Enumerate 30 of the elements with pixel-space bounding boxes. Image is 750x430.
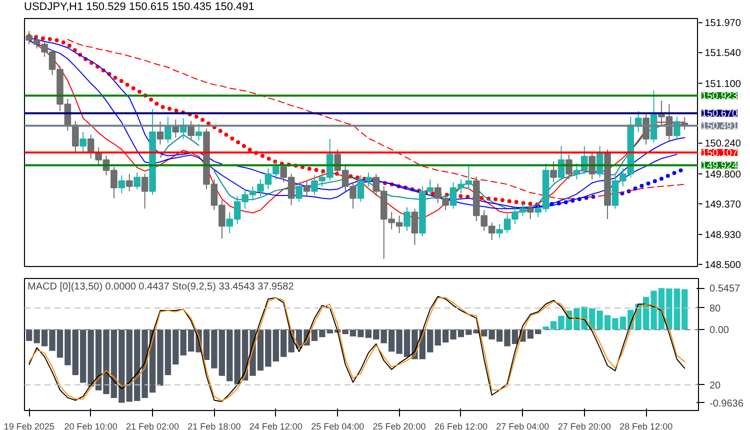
x-tick-label: 21 Feb 02:00 xyxy=(126,422,180,430)
x-tick-label: 25 Feb 20:00 xyxy=(372,422,426,430)
x-tick-label: 27 Feb 20:00 xyxy=(558,422,611,430)
ref-line-label: 150.491 xyxy=(701,121,738,132)
y-tick-label: 151.100 xyxy=(704,78,742,90)
y-tick-label: 148.500 xyxy=(704,260,742,271)
y-tick-label: 151.540 xyxy=(704,48,742,60)
x-tick-label: 19 Feb 2025 xyxy=(4,422,54,430)
y-tick-label: 149.800 xyxy=(704,169,742,180)
y-tick-label: 149.370 xyxy=(704,199,742,210)
chart-title: USDJPY,H1 150.529 150.615 150.435 150.491 xyxy=(24,0,254,15)
y2-tick-label: 0.00 xyxy=(710,325,730,336)
x-tick-label: 24 Feb 12:00 xyxy=(249,422,302,430)
x-tick-label: 25 Feb 04:00 xyxy=(311,422,364,430)
y2-tick-label: 0.5457 xyxy=(710,284,741,295)
x-tick-label: 27 Feb 04:00 xyxy=(496,422,550,430)
ref-line-label: 150.670 xyxy=(701,108,738,120)
y-tick-label: 80 xyxy=(710,303,722,314)
x-tick-label: 21 Feb 18:00 xyxy=(188,422,241,430)
y-tick-label: 150.240 xyxy=(704,138,742,150)
y-tick-label: 20 xyxy=(710,380,722,392)
ref-line-label: 149.924 xyxy=(701,160,738,172)
chart-title: MACD [0](13,50) 0.0000 0.4437 Sto(9,2,5) 33.4543 37.9582 xyxy=(28,282,294,292)
x-tick-label: 28 Feb 12:00 xyxy=(620,422,673,430)
y2-tick-label: -0.9636 xyxy=(710,398,744,410)
ref-line-label: 150.107 xyxy=(701,148,738,159)
y-tick-label: 151.970 xyxy=(704,18,742,30)
x-tick-label: 20 Feb 10:00 xyxy=(64,422,118,430)
x-tick-label: 26 Feb 12:00 xyxy=(434,422,488,430)
y-tick-label: 148.930 xyxy=(704,230,742,241)
